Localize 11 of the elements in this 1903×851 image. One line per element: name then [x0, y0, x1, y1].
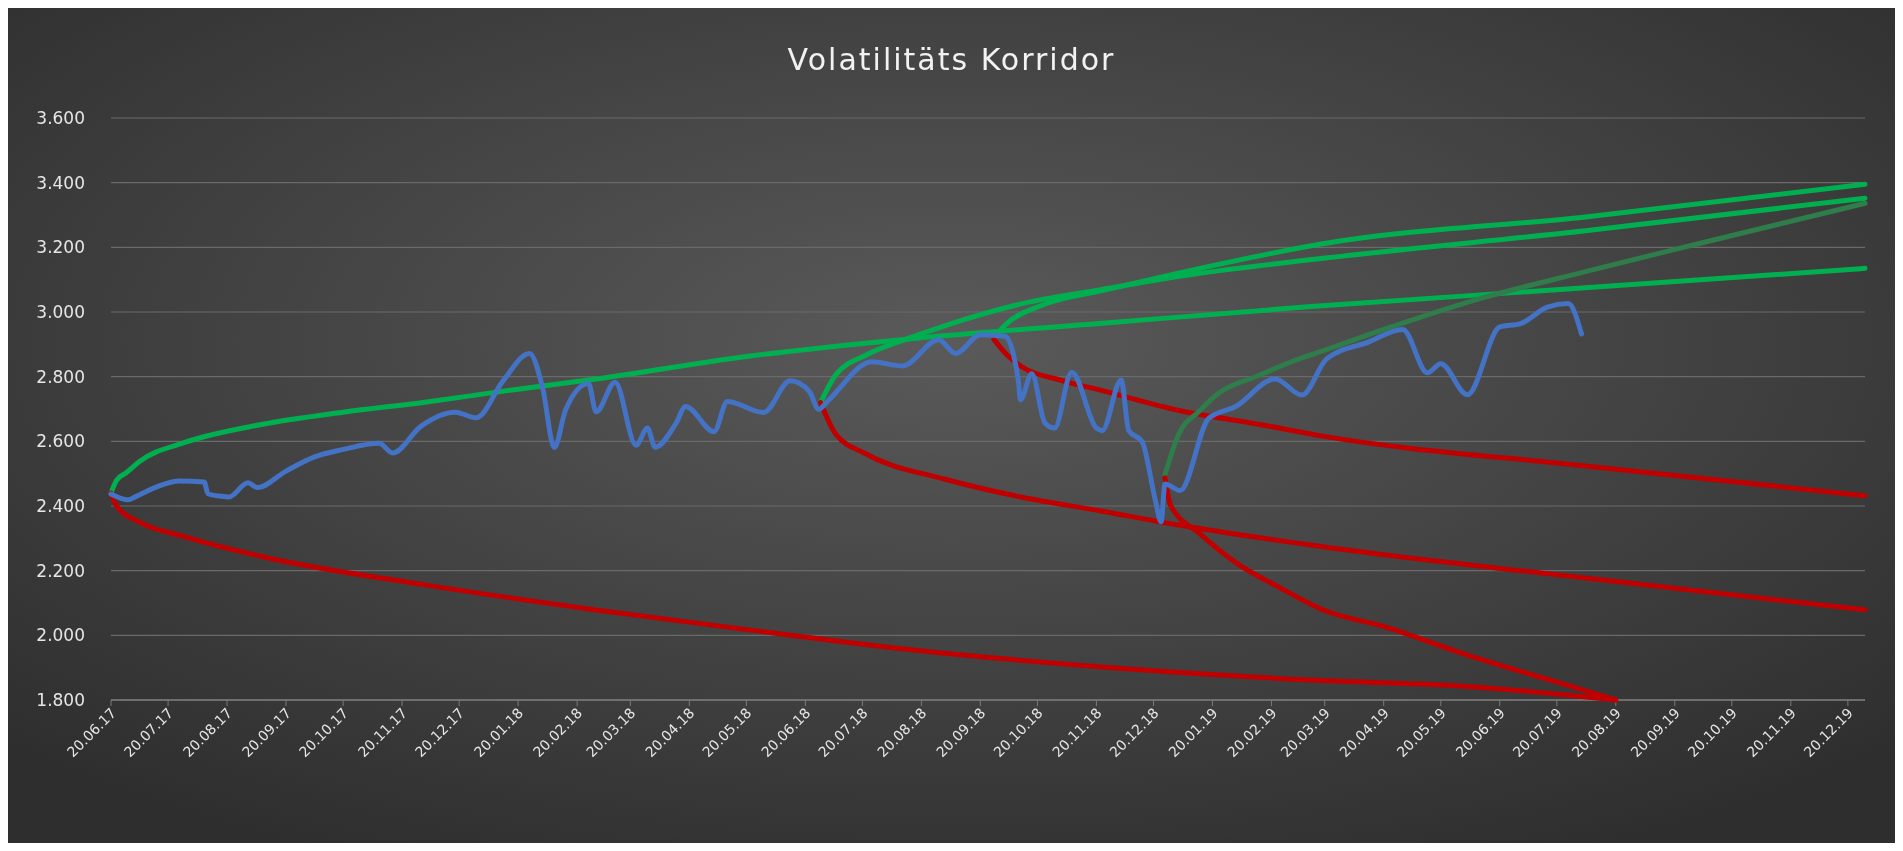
y-tick-label: 2.600 [36, 431, 85, 452]
y-tick-label: 2.800 [36, 366, 85, 387]
y-tick-label: 3.600 [36, 107, 85, 128]
y-tick-label: 3.000 [36, 301, 85, 322]
y-tick-label: 2.000 [36, 625, 85, 646]
y-tick-label: 2.200 [36, 560, 85, 581]
y-tick-label: 2.400 [36, 495, 85, 516]
chart-title: Volatilitäts Korridor [787, 42, 1116, 77]
y-tick-label: 1.800 [36, 689, 85, 710]
y-tick-label: 3.400 [36, 172, 85, 193]
y-tick-label: 3.200 [36, 237, 85, 258]
